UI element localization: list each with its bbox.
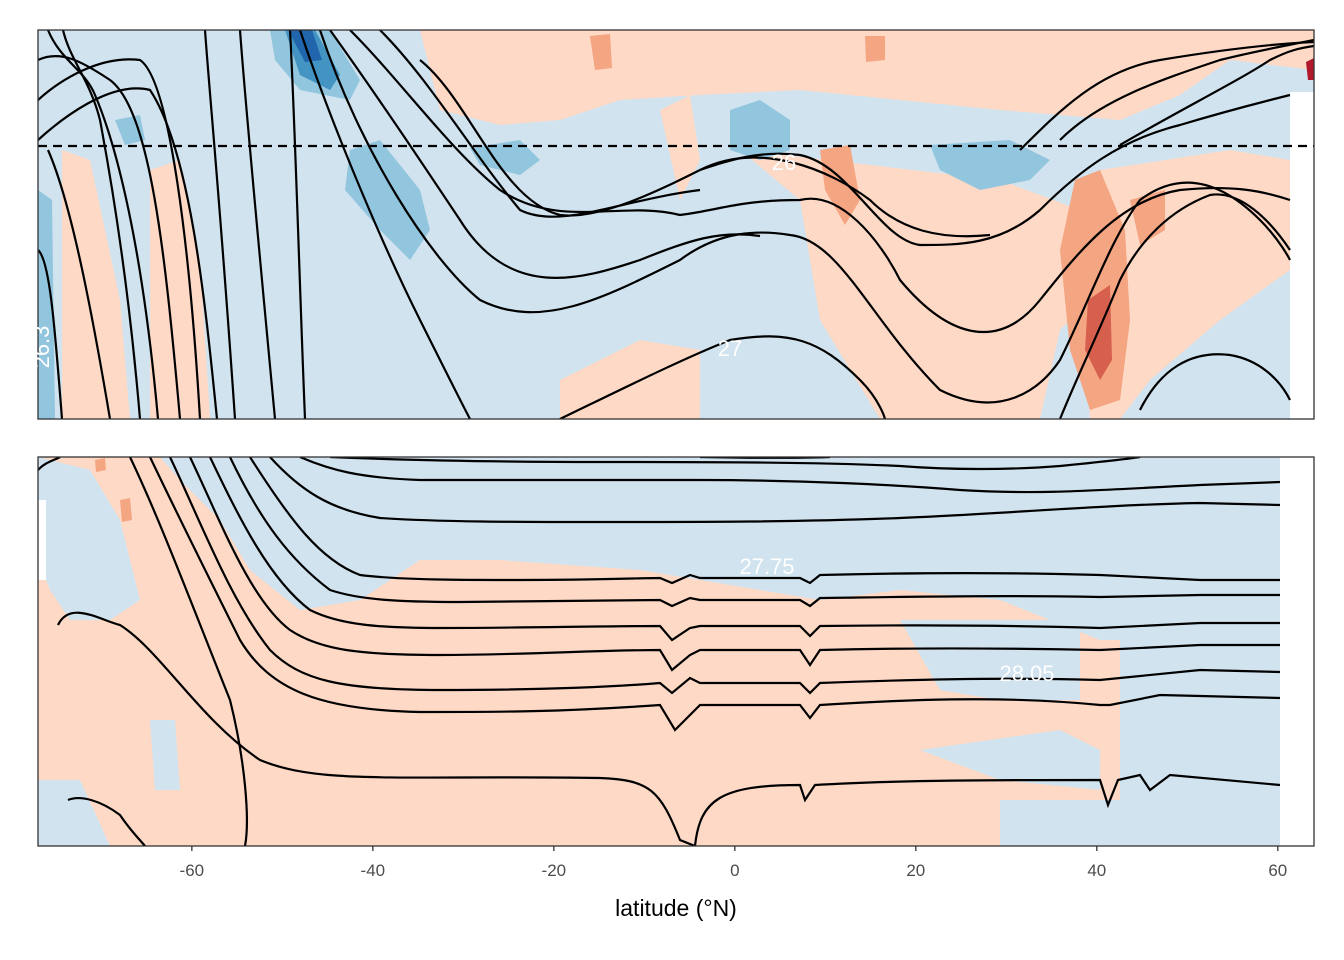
lower-missing-data-strip [38, 500, 46, 580]
upper-cool-region [115, 115, 145, 145]
lower-contour-line [209, 457, 1280, 642]
upper-contours [38, 30, 1314, 419]
upper-panel: 26 27 26.3 [29, 29, 1315, 420]
upper-contour-line [349, 30, 1291, 334]
x-axis-tick-label: 60 [1268, 861, 1287, 880]
upper-contour-line [318, 30, 1291, 404]
lower-contour-line [149, 457, 1281, 732]
lower-missing-data-strip [1280, 457, 1314, 846]
upper-missing-data-strip [1290, 92, 1314, 419]
upper-contour-line [1139, 353, 1291, 411]
upper-warm-region [1080, 150, 1290, 419]
upper-contour-line [38, 55, 182, 419]
upper-contour-line [38, 249, 64, 419]
contour-label-27: 27 [718, 336, 742, 361]
lower-warm-strong-region [95, 458, 106, 472]
upper-warm-region [740, 150, 1090, 419]
lower-contour-line [299, 457, 1281, 494]
upper-contour-line [298, 30, 471, 419]
lower-cool-region [38, 457, 140, 620]
lower-contour-line [38, 457, 61, 471]
upper-warm-strong-region [1060, 170, 1130, 410]
x-axis-tick-label: 40 [1087, 861, 1106, 880]
contour-label-27-75: 27.75 [739, 554, 794, 579]
x-axis-title: latitude (°N) [615, 895, 737, 921]
contour-label-28-05: 28.05 [999, 661, 1054, 686]
upper-cool-region [345, 140, 430, 260]
lower-contour-line [249, 457, 1280, 585]
upper-warm-strong-region [590, 34, 612, 70]
lower-contour-line [67, 797, 146, 846]
lower-panel: 27.75 28.05 [37, 456, 1315, 847]
upper-strongest-warm-region [1306, 58, 1314, 80]
upper-contour-line [46, 30, 160, 419]
upper-warm-strong-region [820, 145, 860, 225]
upper-warm-region [420, 30, 1314, 125]
upper-warm-strong-region [865, 36, 885, 62]
lower-panel-frame [37, 456, 1315, 847]
upper-cool-region [38, 190, 55, 419]
lower-contour-line [269, 457, 1281, 524]
lower-contour-line [189, 457, 1280, 672]
lower-cool-region [38, 780, 110, 846]
x-axis-tick-label: -20 [542, 861, 567, 880]
upper-contour-line [1019, 40, 1314, 151]
lower-contour-line [229, 457, 1280, 608]
upper-warm-region [560, 340, 700, 419]
lower-warm-strong-region [120, 498, 132, 522]
lower-cool-region [160, 457, 1280, 640]
x-axis-tick-label: -60 [180, 861, 205, 880]
upper-contour-line [238, 30, 277, 419]
upper-cool-region [930, 140, 1050, 190]
upper-contour-line [46, 149, 112, 419]
upper-contour-line [699, 156, 991, 238]
upper-warm-region [62, 150, 130, 419]
upper-contour-line [1059, 38, 1314, 141]
upper-contour-line [1119, 44, 1314, 146]
lower-cool-region [1120, 630, 1280, 846]
x-axis-tick-label: -40 [361, 861, 386, 880]
x-axis-tick-label: 20 [906, 861, 925, 880]
upper-contour-line [61, 30, 142, 419]
lower-cool-region [920, 730, 1100, 790]
upper-panel-frame [37, 29, 1315, 420]
upper-contour-line [38, 87, 219, 419]
upper-contour-line [203, 30, 237, 419]
contour-label-26-3: 26.3 [29, 326, 54, 369]
lower-contour-line [169, 457, 1281, 695]
lower-contour-line [329, 457, 1141, 471]
x-axis: -60 -40 -20 0 20 40 60 [180, 846, 1287, 880]
lower-panel-fill [38, 457, 1314, 846]
lower-contour-line [129, 457, 248, 846]
lower-contours [38, 457, 1281, 846]
upper-contour-line [1058, 193, 1291, 419]
lower-cool-region [1000, 800, 1120, 846]
contour-label-26: 26 [772, 150, 796, 175]
upper-contour-line [559, 335, 887, 419]
lower-contour-line [57, 611, 1281, 846]
lower-cool-region [150, 720, 180, 790]
upper-contour-line [38, 58, 202, 419]
x-axis-tick-label: 0 [730, 861, 739, 880]
upper-contour-line [288, 30, 307, 419]
upper-panel-fill [38, 30, 1314, 419]
upper-contour-line [329, 30, 761, 279]
